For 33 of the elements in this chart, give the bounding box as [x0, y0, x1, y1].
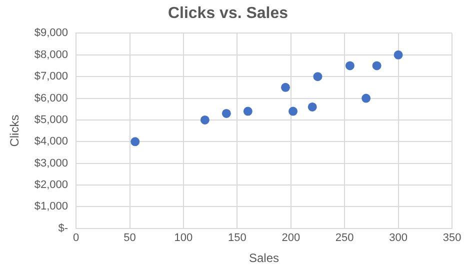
y-tick-label: $2,000	[34, 179, 68, 192]
y-tick-label: $9,000	[34, 27, 68, 40]
chart-title: Clicks vs. Sales	[168, 5, 288, 22]
y-tick-label: $8,000	[34, 48, 68, 61]
x-tick-label: 300	[389, 232, 408, 244]
x-tick-label: 200	[282, 232, 300, 244]
y-tick-label: $1,000	[34, 200, 68, 213]
point	[288, 106, 298, 116]
x-tick-label: 350	[442, 232, 462, 244]
point	[372, 61, 382, 70]
x-tick-label: 50	[124, 232, 136, 244]
y-tick-label: $4,000	[34, 136, 68, 148]
x-tick-label: 0	[72, 232, 80, 244]
x-tick-label: 100	[174, 232, 193, 244]
y-tick-label: $5,000	[34, 114, 68, 126]
point	[313, 72, 322, 82]
point	[243, 106, 252, 116]
point	[345, 61, 354, 70]
point	[222, 108, 231, 118]
x-tick-label: 150	[228, 232, 246, 244]
point	[362, 94, 371, 103]
x-axis-title: Sales	[249, 251, 280, 266]
y-tick-label: $7,000	[34, 70, 68, 83]
y-tick-label: $6,000	[34, 92, 68, 104]
y-axis-title: Clicks	[8, 114, 22, 147]
point	[394, 50, 403, 60]
point	[281, 82, 290, 92]
point	[200, 115, 210, 124]
point	[308, 102, 317, 112]
y-tick-label: $3,000	[34, 157, 68, 170]
x-tick-label: 250	[335, 232, 354, 244]
y-tick-label: $-	[58, 222, 68, 234]
point	[130, 137, 140, 146]
